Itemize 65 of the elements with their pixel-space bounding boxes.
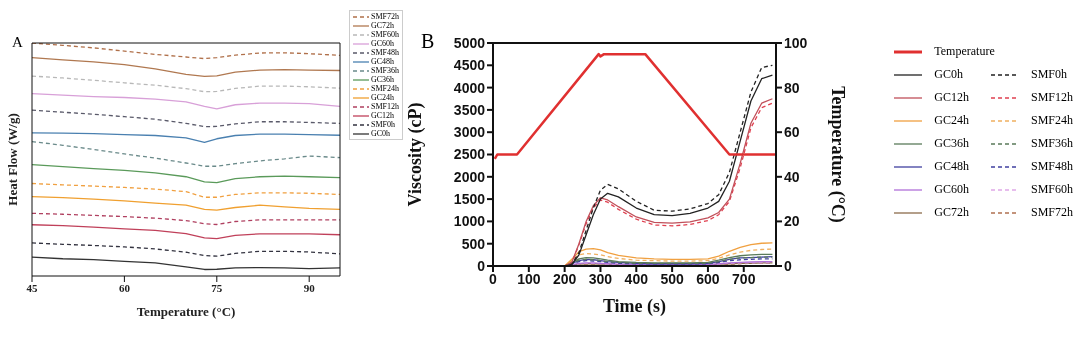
legend-label: GC36h [370,75,395,84]
legend-label: GC0h [370,129,391,138]
legend-label: SMF60h [370,30,399,39]
y2-tick-label: 60 [784,124,800,141]
x-tick-label: 200 [552,270,577,287]
y-tick-label: 500 [461,235,486,252]
legend-label: GC0h [934,67,963,82]
legend-label: SMF36h [1030,136,1073,151]
legend-label: SMF12h [1030,90,1073,105]
legend-label: SMF48h [370,48,399,57]
legend-label: GC72h [934,205,969,220]
legend-label: GC24h [370,93,395,102]
x-tick-label: 400 [624,270,649,287]
x-axis-title: Time (s) [602,296,667,317]
legend-label: SMF72h [370,12,399,21]
x-tick-label: 45 [26,281,38,294]
y-tick-label: 1000 [453,213,486,230]
x-axis-title: Temperature (°C) [136,304,236,319]
y2-tick-label: 40 [784,168,800,185]
legend-label: SMF24h [370,84,399,93]
legend-label: SMF48h [1030,159,1073,174]
legend-label: GC48h [370,57,395,66]
legend-label: SMF72h [1030,205,1073,220]
legend-label: SMF12h [370,102,399,111]
y-tick-label: 4000 [453,79,486,96]
y2-axis-title: Temperature (°C) [826,86,848,223]
x-tick-label: 75 [211,281,223,294]
y-tick-label: 3000 [453,124,486,141]
x-tick-label: 300 [588,270,613,287]
y-tick-label: 1500 [453,191,486,208]
y-axis-title: Heat Flow (W/g) [4,113,20,206]
y-tick-label: 3500 [453,101,486,118]
x-tick-label: 700 [732,270,756,287]
legend-label: GC60h [370,39,395,48]
legend-label: Temperature [934,44,995,59]
legend-label: GC48h [934,159,969,174]
legend-label: GC36h [934,136,969,151]
x-tick-label: 60 [118,281,131,294]
y-tick-label: 4500 [453,57,486,74]
y-tick-label: 2500 [453,146,486,163]
y2-tick-label: 0 [784,257,792,274]
x-tick-label: 100 [517,270,541,287]
y-tick-label: 0 [477,257,486,274]
legend-label: SMF0h [370,120,395,129]
legend-label: GC12h [934,90,969,105]
chart-title: A [12,34,23,51]
legend-label: SMF24h [1030,113,1073,128]
chart-title: B [421,30,435,53]
y-axis-title: Viscosity (cP) [405,102,427,207]
x-tick-label: 0 [489,270,498,287]
legend-label: SMF60h [1030,182,1073,197]
y2-tick-label: 20 [784,213,800,230]
legend-label: GC24h [934,113,969,128]
x-tick-label: 90 [303,281,316,294]
legend-label: SMF36h [370,66,399,75]
legend-label: SMF0h [1030,67,1067,82]
x-tick-label: 500 [660,270,685,287]
legend-label: GC12h [370,111,395,120]
y2-tick-label: 100 [784,34,808,51]
y2-tick-label: 80 [784,79,800,96]
legend-label: GC60h [934,182,969,197]
legend-label: GC72h [370,21,395,30]
y-tick-label: 2000 [453,168,486,185]
x-tick-label: 600 [696,270,720,287]
y-tick-label: 5000 [453,34,486,51]
